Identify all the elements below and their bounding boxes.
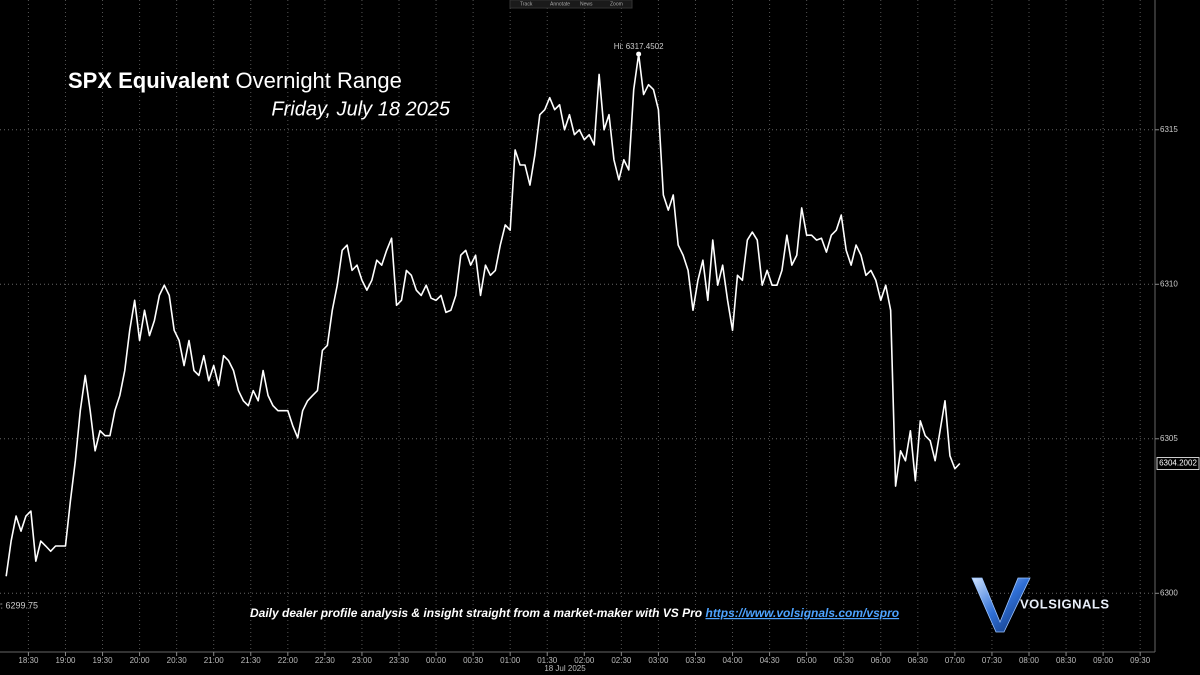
x-tick-label: 21:00: [204, 656, 225, 665]
x-tick-label: 04:00: [723, 656, 744, 665]
x-tick-label: 07:30: [982, 656, 1003, 665]
x-tick-label: 08:30: [1056, 656, 1077, 665]
logo-mark: [971, 577, 1031, 633]
y-tick-label: 6310: [1160, 279, 1178, 288]
logo: VOLSIGNALS: [971, 577, 1110, 633]
toolbar-item: Zoom: [610, 1, 623, 7]
last-value-label: 6304.2002: [1159, 459, 1197, 468]
low-label: Low: 6299.75: [0, 600, 38, 610]
x-tick-label: 20:30: [167, 656, 188, 665]
x-tick-label: 02:00: [574, 656, 595, 665]
footer-text: Daily dealer profile analysis & insight …: [250, 606, 702, 620]
x-tick-label: 06:30: [908, 656, 929, 665]
x-tick-label: 09:00: [1093, 656, 1114, 665]
y-tick-label: 6305: [1160, 434, 1178, 443]
x-tick-label: 06:00: [871, 656, 892, 665]
chart-subtitle: Friday, July 18 2025: [271, 98, 450, 120]
x-tick-label: 21:30: [241, 656, 262, 665]
x-tick-label: 19:00: [55, 656, 76, 665]
footer-link[interactable]: https://www.volsignals.com/vspro: [705, 606, 899, 620]
x-tick-label: 04:30: [760, 656, 781, 665]
x-tick-label: 08:00: [1019, 656, 1040, 665]
y-tick-label: 6300: [1160, 588, 1178, 597]
x-tick-label: 07:00: [945, 656, 966, 665]
x-tick-label: 20:00: [130, 656, 151, 665]
plot: Hi: 6317.4502 6304.2002: [5, 42, 1200, 577]
high-marker: [636, 51, 642, 57]
high-label: Hi: 6317.4502: [614, 42, 664, 51]
y-tick-label: 6315: [1160, 125, 1178, 134]
toolbar: Track Annotate News Zoom: [509, 0, 633, 9]
date-label: 18 Jul 2025: [544, 664, 586, 673]
x-tick-label: 00:00: [426, 656, 447, 665]
x-tick-label: 22:30: [315, 656, 336, 665]
toolbar-item: Track: [520, 1, 533, 7]
x-tick-label: 00:30: [463, 656, 484, 665]
title-rest: Overnight Range: [236, 68, 402, 93]
title-bold: SPX Equivalent: [68, 68, 230, 93]
chart-title: SPX Equivalent Overnight Range: [68, 68, 402, 93]
toolbar-item: News: [580, 1, 593, 7]
x-tick-label: 05:30: [834, 656, 855, 665]
price-line: [5, 53, 961, 577]
grid: 6300 6305 6310 6315 18:30 19:00 19:30 20:00 20:3…: [0, 0, 1178, 665]
x-tick-label: 03:30: [685, 656, 706, 665]
x-tick-label: 18:30: [18, 656, 39, 665]
logo-text: VOLSIGNALS: [1020, 596, 1110, 611]
x-tick-label: 22:00: [278, 656, 299, 665]
x-tick-label: 23:00: [352, 656, 373, 665]
x-tick-label: 23:30: [389, 656, 410, 665]
x-tick-label: 19:30: [93, 656, 114, 665]
x-tick-label: 03:00: [648, 656, 669, 665]
x-tick-label: 09:30: [1130, 656, 1151, 665]
x-tick-label: 01:00: [500, 656, 521, 665]
x-tick-label: 01:30: [537, 656, 558, 665]
x-tick-label: 05:00: [797, 656, 818, 665]
toolbar-item: Annotate: [550, 1, 570, 7]
footer: Daily dealer profile analysis & insight …: [250, 606, 899, 620]
last-value-box: [1156, 457, 1200, 470]
toolbar-box: [509, 0, 633, 9]
x-tick-label: 02:30: [611, 656, 632, 665]
